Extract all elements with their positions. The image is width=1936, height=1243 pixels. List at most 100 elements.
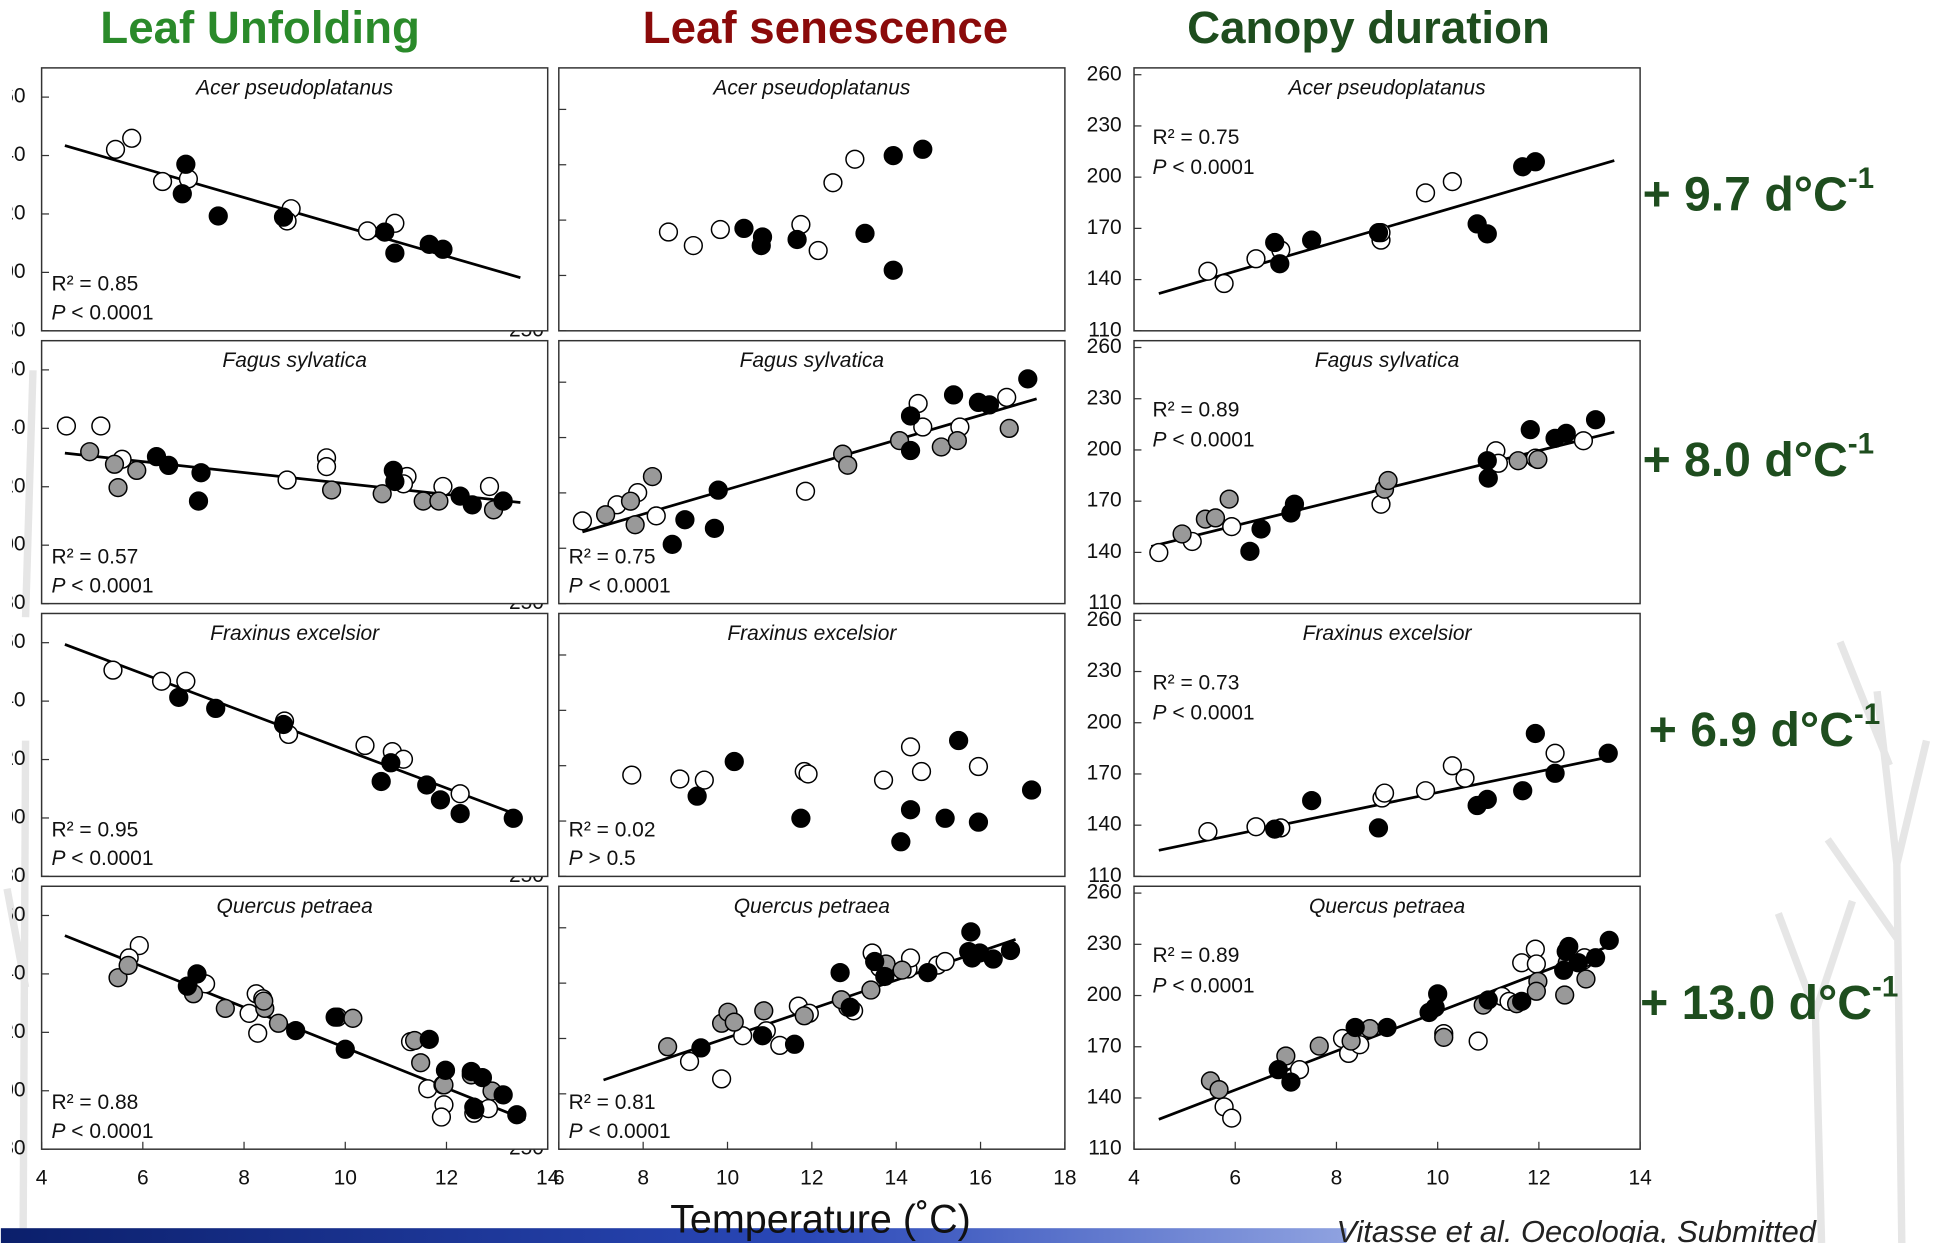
point [900,406,921,426]
point [1526,981,1546,1001]
y-tick-label: 110 [1088,591,1121,614]
panel-title: Quercus petraea [734,895,890,918]
point [1378,470,1398,491]
slope-text: + 6.9 d°C [1649,703,1854,757]
point [1525,152,1545,172]
point [1415,781,1436,801]
point [1000,940,1021,961]
point [845,149,865,169]
x-tick-label: 14 [1628,1166,1652,1189]
point [1573,431,1594,451]
point [1455,768,1475,788]
annotation: P > 0.5 [569,847,636,870]
point [1270,254,1290,274]
point [711,1069,732,1089]
y-tick-label: 140 [1087,540,1122,563]
point [1598,743,1618,763]
point [1021,780,1042,800]
y-tick-label: 170 [1087,762,1122,785]
x-tick-label: 10 [334,1166,357,1189]
point [1556,423,1576,444]
plot-frame [40,67,549,332]
point [273,714,294,735]
slope-superscript: -1 [1854,698,1880,731]
background-trees [3,370,1931,1243]
y-tick-label: 230 [1087,659,1122,682]
annotation: P < 0.0001 [51,1119,153,1142]
x-tick-label: 18 [1053,1166,1076,1189]
panel-title: Acer pseudoplatanus [194,76,394,99]
point [622,765,642,785]
column-title: Leaf senescence [643,2,1008,53]
panel-title: Fagus sylvatica [1315,349,1460,372]
annotation: R² = 0.88 [51,1091,138,1114]
point [900,737,921,757]
point [691,1038,711,1058]
point [694,770,714,790]
point [1240,541,1260,561]
x-tick-label: 10 [716,1166,739,1189]
point [493,1085,513,1105]
point [462,495,482,515]
point [943,385,964,405]
point [1209,1079,1229,1100]
y-tick-label: 200 [1087,710,1122,733]
point [430,790,451,810]
point [411,1053,431,1073]
point [1281,1072,1301,1092]
y-tick-label: 110 [1088,318,1121,341]
x-tick-label: 14 [885,1166,909,1189]
point [108,968,128,988]
point [152,171,173,192]
point [372,484,392,504]
point [385,243,405,263]
slope-label: + 6.9 d°C-1 [1649,698,1880,757]
x-tick-label: 6 [553,1166,565,1189]
point [215,998,235,1019]
y-tick-labels: 80 100 120 140 160 [12,357,26,614]
x-tick-label: 8 [637,1166,649,1189]
panel-title: Acer pseudoplatanus [1287,76,1487,99]
point [1508,451,1528,471]
panel-title: Quercus petraea [1309,895,1465,918]
point [979,395,1000,415]
point [1477,451,1497,471]
point [1442,171,1462,192]
point [254,991,274,1011]
point [435,1060,456,1080]
point [968,812,989,832]
point [675,510,695,530]
point [450,784,470,804]
point [419,1029,439,1049]
panel: 80 100 120 140 160 Fagus sylvatica R² = 0.57 P … [12,339,549,614]
slope-text: + 8.0 d°C [1643,433,1848,487]
point [1477,224,1497,244]
point [1512,991,1532,1011]
point [493,491,513,511]
slope-text: + 13.0 d°C [1640,976,1872,1030]
point [1545,743,1565,763]
y-tick-label: 260 [1087,62,1122,85]
point [1149,542,1169,563]
point [1205,508,1226,528]
point [1374,783,1395,803]
point [704,518,725,538]
point [883,145,903,166]
point [784,1034,805,1054]
point [1599,930,1619,951]
point [1198,261,1218,281]
point [892,960,912,980]
panel-title: Fraxinus excelsior [1303,622,1473,645]
annotation: P < 0.0001 [1153,155,1255,178]
y-tick-label: 260 [1087,608,1122,631]
tree [1824,640,1931,1243]
slope-superscript: -1 [1872,971,1898,1004]
point [1477,789,1497,810]
point [208,206,228,226]
point [1246,817,1266,837]
point [1222,516,1242,537]
point [1478,468,1498,488]
annotation: P < 0.0001 [51,574,153,597]
point [983,949,1003,969]
